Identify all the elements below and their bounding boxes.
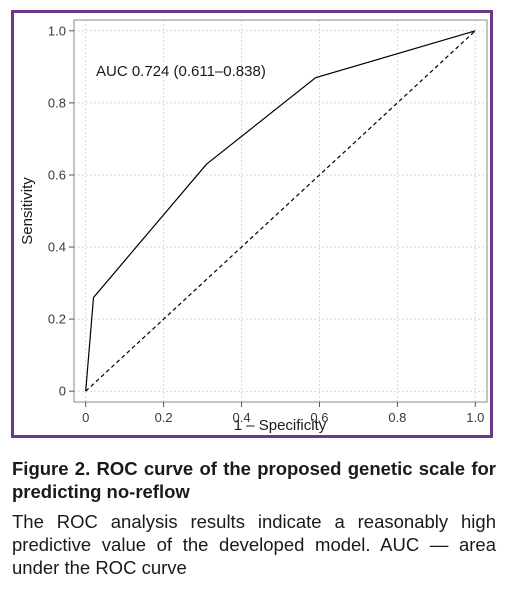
x-tick-label: 0 (82, 410, 89, 425)
y-tick-label: 0.6 (48, 167, 66, 182)
x-tick-label: 0.4 (232, 410, 250, 425)
axis-ticks: 0 0.2 0.4 0.6 0.8 1.0 0 0.2 0.4 0.6 0.8 1.0 (48, 23, 484, 425)
x-tick-label: 0.2 (155, 410, 173, 425)
roc-curve-line (85, 30, 476, 392)
series-layer (85, 30, 476, 392)
y-tick-label: 1.0 (48, 23, 66, 38)
roc-chart: 0 0.2 0.4 0.6 0.8 1.0 0 0.2 0.4 0.6 0.8 1.0 AUC 0.7… (19, 19, 488, 434)
x-tick-label: 0.6 (310, 410, 328, 425)
figure-caption-title: Figure 2. ROC curve of the proposed gene… (12, 458, 496, 502)
figure-frame: 0 0.2 0.4 0.6 0.8 1.0 0 0.2 0.4 0.6 0.8 1.0 AUC 0.7… (11, 10, 493, 438)
auc-annotation: AUC 0.724 (0.611–0.838) (96, 63, 266, 80)
grid-lines (74, 20, 487, 402)
y-axis-title: Sensitivity (19, 177, 36, 245)
y-tick-label: 0.2 (48, 312, 66, 327)
y-tick-label: 0.4 (48, 240, 66, 255)
x-tick-label: 0.8 (388, 410, 406, 425)
reference-diagonal-line (85, 30, 476, 392)
x-tick-label: 1.0 (466, 410, 484, 425)
y-tick-label: 0.8 (48, 95, 66, 110)
plot-area (73, 19, 488, 403)
y-tick-label: 0 (59, 384, 66, 399)
x-axis-title: 1 – Specificity (234, 417, 327, 434)
figure-caption-body: The ROC analysis results indicate a reas… (12, 511, 496, 578)
